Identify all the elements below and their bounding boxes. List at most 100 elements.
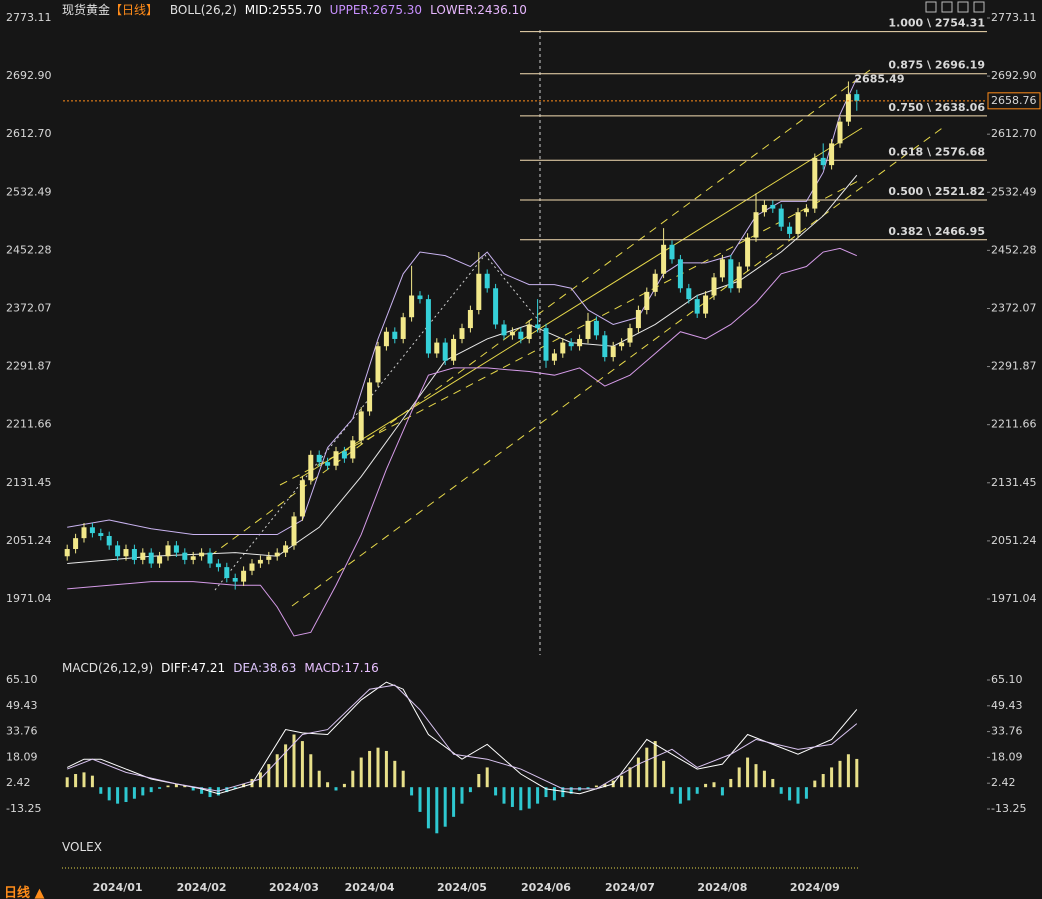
candle-body (829, 143, 835, 166)
candle-body (560, 342, 566, 354)
y-tick-label: 2211.66 (991, 418, 1037, 431)
macd-bar (384, 750, 388, 788)
macd-bar (561, 787, 565, 798)
fib-label: 1.000 \ 2754.31 (888, 17, 985, 30)
candle-body (845, 94, 851, 122)
candle-body (64, 549, 70, 557)
candle-body (140, 552, 146, 560)
y-tick-label: -13.25 (991, 802, 1026, 815)
y-tick-label: 2131.45 (991, 476, 1037, 489)
candle-body (652, 273, 658, 292)
macd-bar (99, 787, 103, 794)
tool-icon[interactable] (973, 1, 985, 13)
y-tick-label: 2372.07 (991, 301, 1037, 314)
candle-body (644, 291, 650, 310)
candle-body (308, 454, 314, 481)
y-tick-label: 65.10 (991, 673, 1023, 686)
y-tick-label: 18.09 (991, 750, 1023, 763)
period-tab[interactable]: 日线 ▲ (4, 886, 45, 899)
macd-bar (620, 775, 624, 788)
channel-line (291, 125, 946, 607)
x-tick-label: 2024/05 (437, 881, 487, 894)
y-tick-label: 1971.04 (991, 592, 1037, 605)
y-tick-label: 2773.11 (6, 11, 52, 24)
macd-bar (687, 787, 691, 801)
y-tick-label: 2452.28 (991, 243, 1037, 256)
tool-icon[interactable] (941, 1, 953, 13)
bollinger-line (67, 174, 858, 565)
tool-icon[interactable] (957, 1, 969, 13)
candle-body (803, 208, 809, 213)
macd-bar (720, 787, 724, 796)
toolbar (925, 1, 985, 13)
candle-body (577, 338, 583, 347)
macd-bar (426, 787, 430, 829)
macd-bar (124, 787, 128, 803)
price-header: 现货黄金【日线】 BOLL(26,2) MID:2555.70 UPPER:2675… (62, 1, 543, 18)
macd-bar (275, 754, 279, 788)
y-tick-label: 2.42 (6, 776, 31, 789)
candle-body (350, 440, 356, 459)
macd-bar (292, 734, 296, 788)
tool-icon[interactable] (925, 1, 937, 13)
macd-bar (796, 787, 800, 804)
candle-body (451, 338, 457, 361)
macd-bar (158, 787, 162, 789)
macd-bar (107, 787, 111, 801)
macd-bar (821, 774, 825, 788)
candle-body (392, 331, 398, 339)
macd-bar (351, 770, 355, 788)
macd-bar (452, 787, 456, 817)
candle-body (434, 342, 440, 354)
macd-bar (729, 778, 733, 788)
candle-body (761, 204, 767, 213)
candle-body (98, 533, 104, 536)
indicator: MACD(26,12,9) (62, 661, 154, 675)
y-tick-label: 18.09 (6, 750, 38, 763)
macd-bar (317, 770, 321, 788)
x-tick-label: 2024/02 (177, 881, 227, 894)
candle-body (535, 324, 541, 329)
candle-body (627, 328, 633, 343)
macd-bar (258, 772, 262, 788)
candle-body (493, 288, 499, 325)
macd-bar (712, 782, 716, 788)
candle-body (778, 208, 784, 227)
macd-bar (662, 760, 666, 788)
candle-body (677, 259, 683, 289)
candle-body (719, 259, 725, 278)
candle-body (694, 299, 700, 314)
macd-bar (359, 757, 363, 788)
tab-label[interactable]: 日线 (4, 886, 31, 899)
macd-bar (485, 767, 489, 788)
y-tick-label: 2051.24 (6, 534, 52, 547)
candle-body (367, 382, 373, 412)
macd-bar (678, 787, 682, 804)
candle-body (610, 346, 616, 358)
candle-body (467, 309, 473, 329)
indicator: BOLL(26,2) (169, 3, 237, 17)
candle-body (73, 538, 79, 550)
macd-bar (132, 787, 136, 799)
x-tick-label: 2024/06 (521, 881, 571, 894)
candle-body (501, 324, 507, 336)
candle-body (837, 121, 843, 144)
candle-body (333, 451, 339, 466)
candle-body (383, 331, 389, 347)
candle-body (316, 454, 322, 463)
y-tick-label: 2692.90 (6, 69, 52, 82)
macd-bar (830, 767, 834, 788)
fib-label: 0.618 \ 2576.68 (888, 145, 985, 158)
macd-bar (242, 783, 246, 788)
macd-bar (670, 787, 674, 794)
macd-bar (418, 787, 422, 812)
macd-bar (65, 777, 69, 788)
indicator-value: LOWER:2436.10 (430, 3, 527, 17)
candle-body (89, 527, 95, 534)
macd-bar (468, 787, 472, 793)
y-tick-label: 2051.24 (991, 534, 1037, 547)
candle-body (157, 556, 163, 564)
candle-body (123, 549, 129, 557)
macd-bar (74, 774, 78, 788)
candle-body (409, 295, 415, 318)
